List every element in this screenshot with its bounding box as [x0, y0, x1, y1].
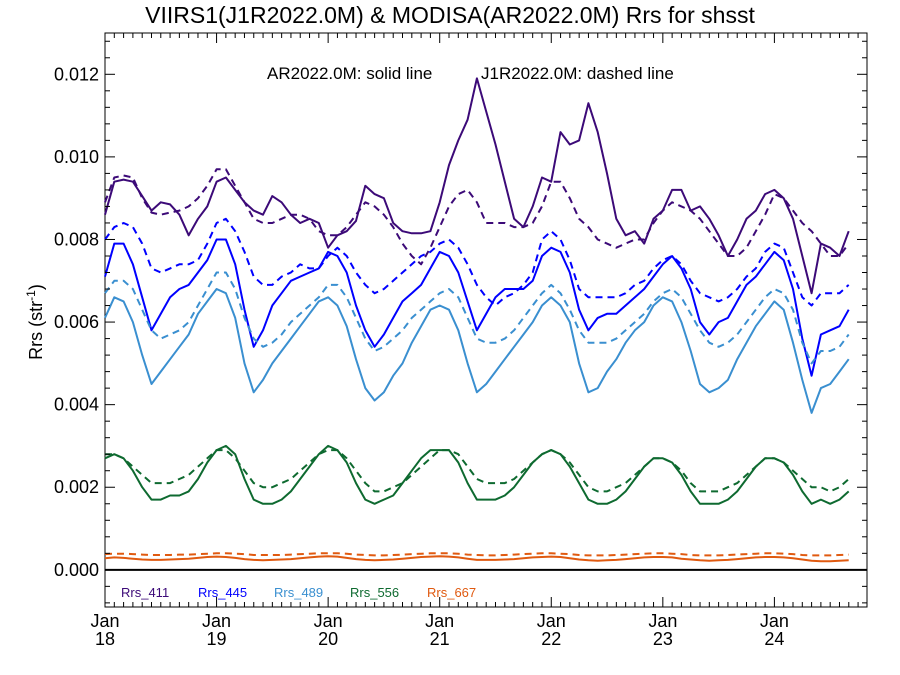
x-tick-label-year: 24: [764, 629, 784, 649]
annotation-solid-line: AR2022.0M: solid line: [267, 64, 432, 83]
x-tick-label-month: Jan: [425, 611, 454, 631]
y-axis-label-close: ): [26, 284, 46, 290]
series-line-rrs_667-dashed: [104, 552, 849, 557]
y-tick-label: 0.006: [54, 312, 99, 332]
y-tick-label: 0.000: [54, 560, 99, 580]
x-tick-label-year: 18: [95, 629, 115, 649]
y-axis-label: Rrs (str-1): [24, 284, 46, 360]
x-tick-label-year: 22: [541, 629, 561, 649]
x-tick-label-month: Jan: [760, 611, 789, 631]
annotation-dashed-line: J1R2022.0M: dashed line: [481, 64, 674, 83]
legend-item-rrs_667: Rrs_667: [427, 585, 476, 600]
series-line-rrs_489-solid: [104, 288, 850, 414]
y-tick-label: 0.012: [54, 64, 99, 84]
axes-layer: 0.0000.0020.0040.0060.0080.0100.012Jan18…: [54, 33, 867, 649]
x-tick-label-month: Jan: [202, 611, 231, 631]
y-axis-label-text: Rrs (str: [26, 301, 46, 360]
legend-item-rrs_445: Rrs_445: [198, 585, 247, 600]
x-tick-label-month: Jan: [648, 611, 677, 631]
y-tick-label: 0.008: [54, 229, 99, 249]
series-layer: [104, 77, 850, 563]
y-tick-label: 0.004: [54, 395, 99, 415]
legend-item-rrs_556: Rrs_556: [350, 585, 399, 600]
legend-item-rrs_489: Rrs_489: [274, 585, 323, 600]
series-line-rrs_411-solid: [104, 77, 850, 295]
series-line-rrs_667-solid: [104, 555, 849, 563]
y-tick-label: 0.010: [54, 147, 99, 167]
legend-item-rrs_411: Rrs_411: [121, 585, 169, 600]
x-tick-label-year: 23: [653, 629, 673, 649]
y-tick-label: 0.002: [54, 477, 99, 497]
x-tick-label-month: Jan: [314, 611, 343, 631]
series-line-rrs_556-solid: [104, 444, 850, 505]
series-line-rrs_445-dashed: [104, 217, 850, 307]
plot-frame: [104, 32, 868, 608]
x-tick-label-month: Jan: [537, 611, 566, 631]
plot-area-border: [104, 32, 868, 608]
x-tick-label-year: 20: [318, 629, 338, 649]
x-tick-label-month: Jan: [90, 611, 119, 631]
y-axis-label-superscript: -1: [24, 290, 38, 301]
x-tick-label-year: 21: [430, 629, 450, 649]
series-line-rrs_556-dashed: [105, 449, 850, 493]
x-tick-label-year: 19: [207, 629, 227, 649]
series-line-rrs_445-solid: [104, 238, 850, 377]
chart-title: VIIRS1(J1R2022.0M) & MODISA(AR2022.0M) R…: [145, 2, 755, 28]
legend: Rrs_411 Rrs_445 Rrs_489 Rrs_556 Rrs_667: [121, 585, 476, 600]
series-line-rrs_411-dashed: [104, 168, 850, 266]
